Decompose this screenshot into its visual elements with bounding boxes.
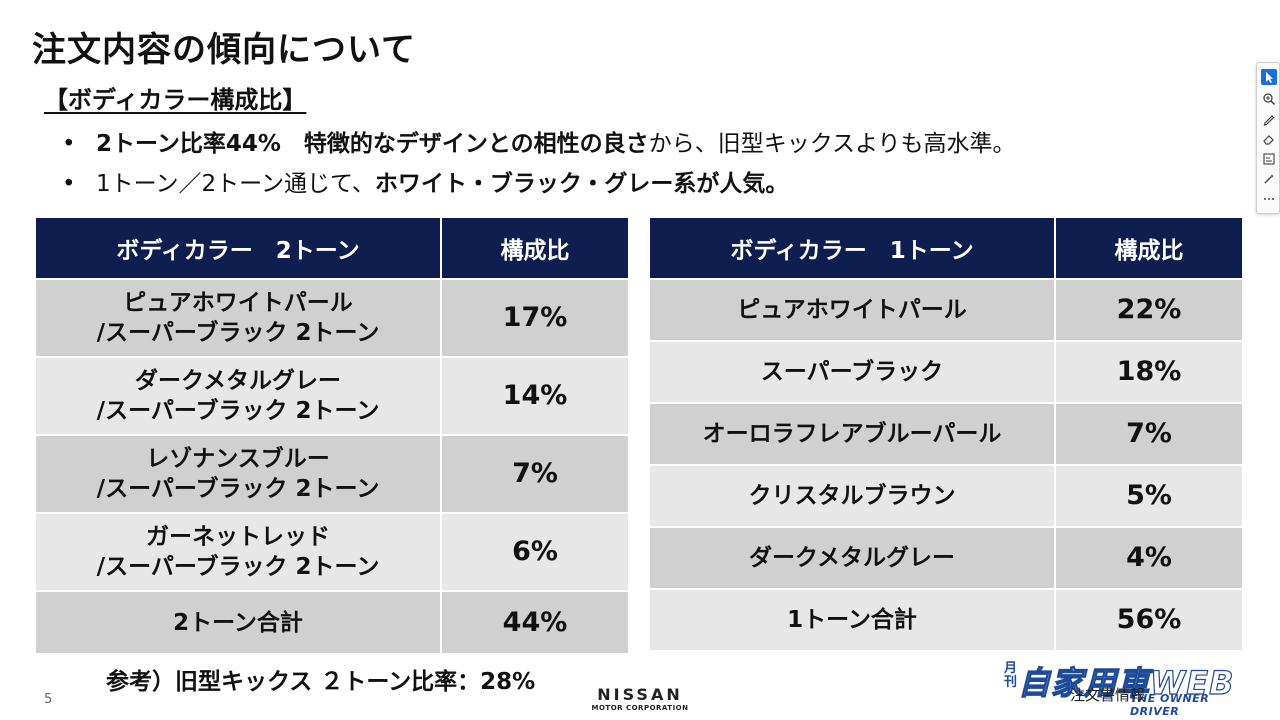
bullet-bold-text: ホワイト・ブラック・グレー系が人気。 — [374, 171, 789, 197]
column-header-ratio: 構成比 — [440, 216, 630, 280]
table-total-row: 1トーン合計 56% — [648, 588, 1244, 652]
two-tone-color-table: ボディカラー 2トーン 構成比 ピュアホワイトパール/スーパーブラック 2トーン… — [34, 216, 630, 655]
table-row: レゾナンスブルー/スーパーブラック 2トーン 7% — [34, 434, 630, 514]
color-name-cell: ダークメタルグレー — [648, 526, 1056, 590]
color-name-cell: ピュアホワイトパール/スーパーブラック 2トーン — [34, 278, 442, 358]
ratio-cell: 7% — [1054, 402, 1244, 466]
table-row: ダークメタルグレー 4% — [648, 526, 1244, 590]
bullet-list: 2トーン比率44% 特徴的なデザインとの相性の良さから、旧型キックスよりも高水準… — [62, 124, 1016, 204]
column-header-body-color: ボディカラー 2トーン — [34, 216, 442, 280]
color-name-line: ガーネットレッド — [146, 524, 330, 550]
cursor-icon[interactable] — [1261, 69, 1277, 85]
table-row: ガーネットレッド/スーパーブラック 2トーン 6% — [34, 512, 630, 592]
page-number: 5 — [44, 692, 53, 707]
watermark-overlay-text: 注文書情報 — [1070, 686, 1146, 704]
color-name-line: /スーパーブラック 2トーン — [96, 320, 380, 346]
bullet-bold-text: 2トーン比率44% 特徴的なデザインとの相性の良さ — [96, 131, 649, 157]
table-row: クリスタルブラウン 5% — [648, 464, 1244, 528]
table-total-row: 2トーン合計 44% — [34, 590, 630, 655]
bullet-item: 1トーン／2トーン通じて、ホワイト・ブラック・グレー系が人気。 — [62, 164, 1016, 204]
subtitle-icon[interactable] — [1261, 151, 1277, 167]
column-header-ratio: 構成比 — [1054, 216, 1244, 280]
ratio-cell: 6% — [440, 512, 630, 592]
color-name-line: /スーパーブラック 2トーン — [96, 398, 380, 424]
color-name-line: ダークメタルグレー — [134, 368, 342, 394]
more-icon[interactable] — [1261, 191, 1277, 207]
color-name-cell: スーパーブラック — [648, 340, 1056, 404]
section-heading: 【ボディカラー構成比】 — [44, 86, 307, 114]
pen-icon[interactable] — [1261, 111, 1277, 127]
bullet-text: から、旧型キックスよりも高水準。 — [648, 131, 1016, 157]
table-row: オーロラフレアブルーパール 7% — [648, 402, 1244, 466]
presentation-toolbar — [1256, 62, 1280, 214]
bullet-text: 1トーン／2トーン通じて、 — [96, 171, 375, 197]
color-name-cell: オーロラフレアブルーパール — [648, 402, 1056, 466]
table-row: スーパーブラック 18% — [648, 340, 1244, 404]
table-row: ピュアホワイトパール/スーパーブラック 2トーン 17% — [34, 278, 630, 358]
eraser-icon[interactable] — [1261, 131, 1277, 147]
total-label-cell: 2トーン合計 — [34, 590, 442, 655]
table-row: ダークメタルグレー/スーパーブラック 2トーン 14% — [34, 356, 630, 436]
watermark-main-text: 自家用車WEB — [1017, 663, 1235, 702]
bullet-item: 2トーン比率44% 特徴的なデザインとの相性の良さから、旧型キックスよりも高水準… — [62, 124, 1016, 164]
ratio-cell: 7% — [440, 434, 630, 514]
color-name-cell: クリスタルブラウン — [648, 464, 1056, 528]
color-name-line: ピュアホワイトパール — [123, 290, 353, 316]
watermark-side-text: 月刊 — [1004, 661, 1018, 690]
color-name-line: レゾナンスブルー — [146, 446, 330, 472]
ratio-cell: 4% — [1054, 526, 1244, 590]
color-name-line: /スーパーブラック 2トーン — [96, 476, 380, 502]
color-name-cell: ピュアホワイトパール — [648, 278, 1056, 342]
table-row: ピュアホワイトパール 22% — [648, 278, 1244, 342]
ratio-cell: 5% — [1054, 464, 1244, 528]
total-ratio-cell: 56% — [1054, 588, 1244, 652]
magic-icon[interactable] — [1261, 171, 1277, 187]
color-name-line: /スーパーブラック 2トーン — [96, 554, 380, 580]
ratio-cell: 17% — [440, 278, 630, 358]
column-header-body-color: ボディカラー 1トーン — [648, 216, 1056, 280]
slide-title: 注文内容の傾向について — [32, 30, 416, 70]
ratio-cell: 18% — [1054, 340, 1244, 404]
total-label-cell: 1トーン合計 — [648, 588, 1056, 652]
zoom-icon[interactable] — [1261, 91, 1277, 107]
ratio-cell: 22% — [1054, 278, 1244, 342]
one-tone-color-table: ボディカラー 1トーン 構成比 ピュアホワイトパール 22% スーパーブラック … — [648, 216, 1244, 652]
color-name-cell: ダークメタルグレー/スーパーブラック 2トーン — [34, 356, 442, 436]
logo-brand: NISSAN — [597, 685, 683, 704]
total-ratio-cell: 44% — [440, 590, 630, 655]
watermark-sub-text: THE OWNER DRIVER — [1130, 692, 1210, 718]
ratio-cell: 14% — [440, 356, 630, 436]
reference-note: 参考）旧型キックス ２トーン比率：28% — [106, 669, 536, 695]
logo-corp: MOTOR CORPORATION — [591, 704, 689, 712]
nissan-logo: NISSAN MOTOR CORPORATION — [588, 685, 692, 713]
site-watermark: 月刊 自家用車WEB THE OWNER DRIVER 注文書情報 — [1000, 654, 1256, 719]
color-name-cell: ガーネットレッド/スーパーブラック 2トーン — [34, 512, 442, 592]
color-name-cell: レゾナンスブルー/スーパーブラック 2トーン — [34, 434, 442, 514]
